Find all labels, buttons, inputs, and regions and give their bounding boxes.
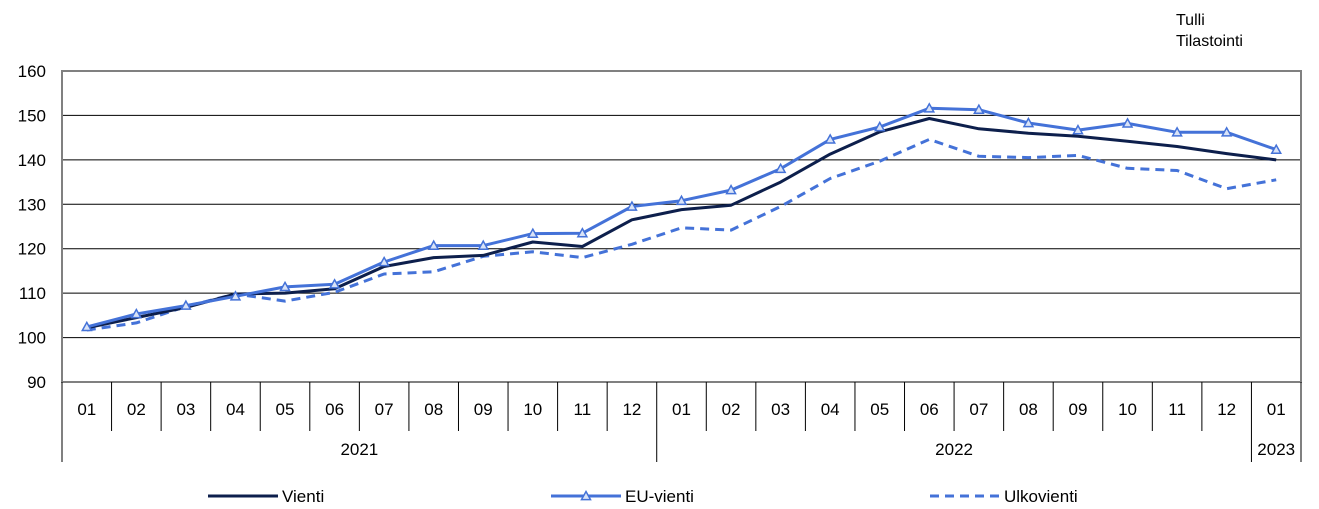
x-tick-label: 12 [622, 400, 641, 419]
series-marker-eu-vienti [229, 290, 242, 301]
x-tick-label: 02 [722, 400, 741, 419]
x-tick-label: 01 [1267, 400, 1286, 419]
x-tick-label: 08 [424, 400, 443, 419]
series-lines [81, 102, 1282, 332]
x-tick-label: 04 [821, 400, 840, 419]
x-tick-label: 09 [1069, 400, 1088, 419]
year-label: 2021 [340, 440, 378, 459]
y-tick-label: 150 [18, 106, 46, 125]
x-tick-label: 04 [226, 400, 245, 419]
series-marker-eu-vienti [725, 184, 737, 195]
y-tick-label: 90 [27, 373, 46, 392]
x-tick-label: 05 [870, 400, 889, 419]
series-marker-eu-vienti [774, 162, 787, 174]
series-marker-eu-vienti [328, 278, 341, 289]
series-marker-eu-vienti [279, 280, 291, 292]
x-tick-label: 07 [969, 400, 988, 419]
y-tick-label: 130 [18, 195, 46, 214]
legend: Vienti EU-vienti Ulkovienti [208, 487, 1078, 506]
x-tick-label: 10 [1118, 400, 1137, 419]
x-tick-label: 01 [672, 400, 691, 419]
x-tick-label: 07 [375, 400, 394, 419]
series-marker-eu-vienti [1121, 117, 1134, 128]
series-marker-eu-vienti [923, 102, 936, 113]
y-tick-label: 120 [18, 240, 46, 259]
x-tick-label: 02 [127, 400, 146, 419]
legend-label: Ulkovienti [1004, 487, 1078, 506]
x-tick-label: 12 [1217, 400, 1236, 419]
legend-label: Vienti [282, 487, 324, 506]
series-marker-eu-vienti [427, 239, 440, 250]
series-marker-eu-vienti [873, 120, 886, 132]
legend-label: EU-vienti [625, 487, 694, 506]
series-line-vienti [86, 117, 1277, 330]
series-marker-eu-vienti [1270, 143, 1282, 154]
x-tick-label: 03 [176, 400, 195, 419]
series-marker-eu-vienti [824, 133, 836, 144]
plot-frame [61, 70, 1302, 383]
x-tick-label: 06 [920, 400, 939, 419]
x-tick-label: 09 [474, 400, 493, 419]
source-note: Tulli Tilastointi [1176, 10, 1243, 52]
series-marker-eu-vienti [180, 299, 192, 310]
series-line-ulkovienti [86, 137, 1277, 332]
x-tick-label: 11 [1168, 400, 1186, 419]
y-tick-label: 110 [19, 284, 46, 303]
series-marker-eu-vienti [675, 194, 688, 206]
gridlines [61, 70, 1302, 383]
x-tick-label: 06 [325, 400, 344, 419]
series-marker-eu-vienti [1220, 126, 1233, 137]
x-axis: 01 02 03 04 05 06 07 08 09 10 11 12 01 02 03 04 05 06 07 08… [61, 382, 1302, 462]
x-tick-label: 01 [77, 400, 96, 419]
series-marker-eu-vienti [477, 239, 490, 250]
legend-marker-eu-vienti [580, 489, 592, 501]
y-tick-label: 100 [18, 329, 46, 348]
series-marker-eu-vienti [130, 307, 143, 319]
series-marker-eu-vienti [378, 255, 390, 267]
series-marker-eu-vienti [81, 320, 93, 332]
series-marker-eu-vienti [1022, 116, 1035, 128]
x-tick-label: 05 [276, 400, 295, 419]
x-tick-label: 10 [523, 400, 542, 419]
year-label: 2023 [1257, 440, 1295, 459]
series-marker-eu-vienti [973, 103, 985, 115]
x-tick-label: 08 [1019, 400, 1038, 419]
y-axis-ticks: 90 100 110 120 130 140 150 160 [18, 62, 46, 392]
x-tick-label: 03 [771, 400, 790, 419]
y-tick-label: 140 [18, 151, 46, 170]
year-label: 2022 [935, 440, 973, 459]
series-marker-eu-vienti [1171, 126, 1183, 137]
series-marker-eu-vienti [527, 227, 539, 238]
series-marker-eu-vienti [626, 200, 638, 211]
source-line-1: Tulli [1176, 12, 1205, 29]
source-line-2: Tilastointi [1176, 33, 1243, 50]
x-tick-label: 11 [574, 400, 592, 419]
series-marker-eu-vienti [576, 227, 589, 238]
series-marker-eu-vienti [1072, 124, 1084, 135]
y-tick-label: 160 [18, 62, 46, 81]
